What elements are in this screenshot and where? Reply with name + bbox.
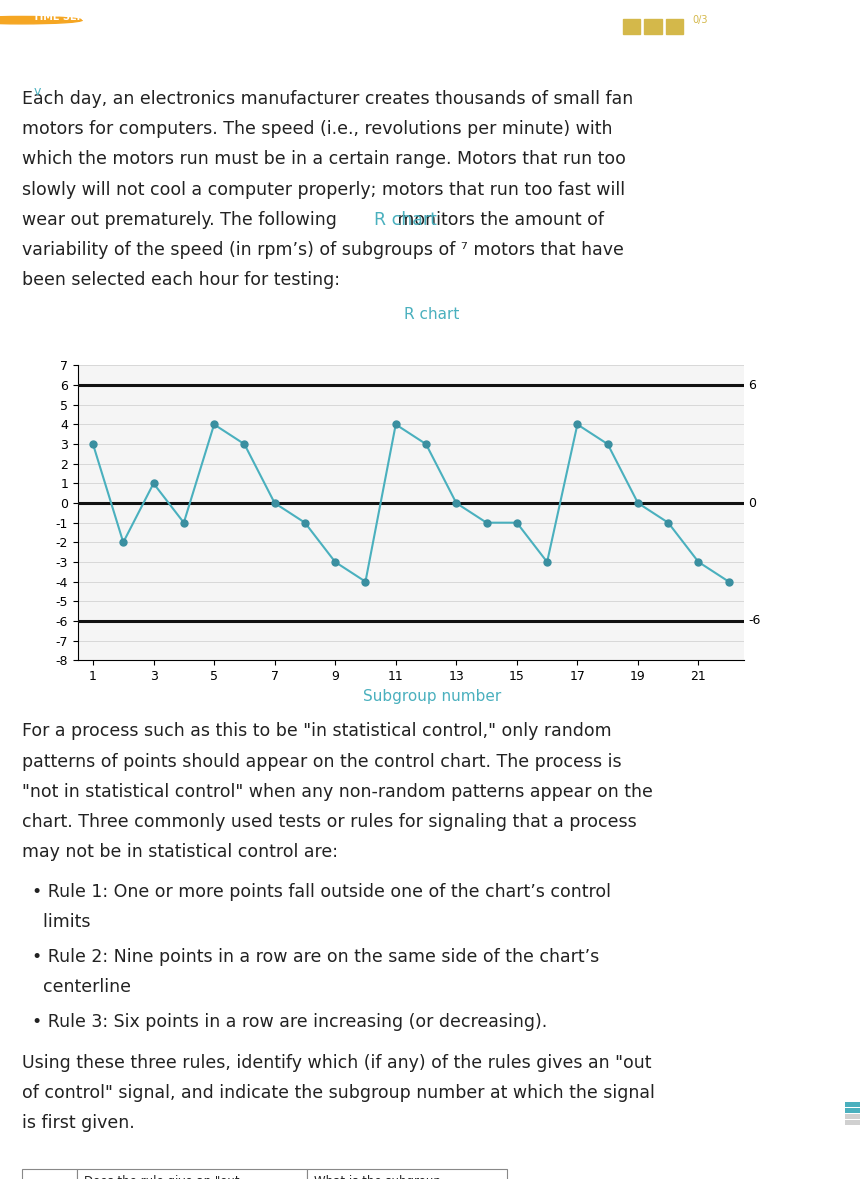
Text: v: v (34, 85, 41, 98)
Text: patterns of points should appear on the control chart. The process is: patterns of points should appear on the … (22, 752, 622, 771)
Text: 0/3: 0/3 (692, 15, 708, 25)
Bar (644, 19, 662, 34)
Point (450, 494, 464, 513)
Text: "not in statistical control" when any non-random patterns appear on the: "not in statistical control" when any no… (22, 783, 653, 801)
Text: What is the subgroup
number at which the
signal is first given?: What is the subgroup number at which the… (314, 1175, 441, 1179)
Text: -6: -6 (748, 614, 760, 627)
Bar (666, 19, 683, 34)
Text: Does the rule give an "out
of control" signal? (Check
the box that applies): Does the rule give an "out of control" s… (84, 1175, 240, 1179)
Text: chart. Three commonly used tests or rules for signaling that a process: chart. Three commonly used tests or rule… (22, 812, 637, 831)
Point (540, 553, 554, 572)
Text: limits: limits (32, 913, 91, 931)
Text: variability of the speed (in rpm’s) of subgroups of ⁷ motors that have: variability of the speed (in rpm’s) of s… (22, 241, 624, 258)
Text: of control" signal, and indicate the subgroup number at which the signal: of control" signal, and indicate the sub… (22, 1084, 655, 1101)
Point (631, 494, 645, 513)
Point (146, 474, 160, 493)
Text: Each day, an electronics manufacturer creates thousands of small fan: Each day, an electronics manufacturer cr… (22, 90, 633, 108)
Point (479, 513, 493, 532)
Point (298, 513, 311, 532)
Point (692, 553, 706, 572)
Point (86, 435, 99, 454)
Text: Using these three rules, identify which (if any) of the rules gives an "out: Using these three rules, identify which … (22, 1054, 651, 1072)
Text: R chart: R chart (404, 307, 459, 322)
Text: may not be in statistical control are:: may not be in statistical control are: (22, 843, 338, 861)
Point (721, 572, 735, 591)
Point (571, 415, 585, 434)
Text: TIME SERIES AND QUALITY CONTROL: TIME SERIES AND QUALITY CONTROL (33, 12, 234, 21)
Point (268, 494, 282, 513)
Text: been selected each hour for testing:: been selected each hour for testing: (22, 271, 340, 289)
Bar (845, 1102, 860, 1107)
Point (388, 415, 402, 434)
Text: which the motors run must be in a certain range. Motors that run too: which the motors run must be in a certai… (22, 151, 626, 169)
Point (510, 513, 524, 532)
Text: 0: 0 (748, 496, 756, 509)
Point (600, 435, 614, 454)
Text: • Rule 2: Nine points in a row are on the same side of the chart’s: • Rule 2: Nine points in a row are on th… (32, 948, 599, 967)
Text: centerline: centerline (32, 979, 131, 996)
Bar (845, 1120, 860, 1125)
Bar (845, 1114, 860, 1119)
Point (358, 572, 372, 591)
Bar (22, 1168, 77, 1179)
Point (419, 435, 432, 454)
Point (177, 513, 191, 532)
Text: For a process such as this to be "in statistical control," only random: For a process such as this to be "in sta… (22, 723, 612, 740)
Text: Interpreting a control chart: Interpreting a control chart (33, 28, 184, 38)
Point (328, 553, 342, 572)
Text: • Rule 3: Six points in a row are increasing (or decreasing).: • Rule 3: Six points in a row are increa… (32, 1014, 548, 1032)
Bar (77, 1168, 307, 1179)
Circle shape (0, 17, 82, 24)
Point (662, 513, 676, 532)
Text: wear out prematurely. The following           monitors the amount of: wear out prematurely. The following moni… (22, 211, 604, 229)
Text: is first given.: is first given. (22, 1114, 135, 1132)
Text: slowly will not cool a computer properly; motors that run too fast will: slowly will not cool a computer properly… (22, 180, 625, 198)
Point (237, 435, 251, 454)
Text: 6: 6 (748, 378, 756, 391)
Text: • Rule 1: One or more points fall outside one of the chart’s control: • Rule 1: One or more points fall outsid… (32, 883, 611, 901)
Bar (845, 1108, 860, 1113)
Bar (623, 19, 640, 34)
Point (116, 533, 130, 552)
Text: R chart: R chart (374, 211, 437, 229)
Text: motors for computers. The speed (i.e., revolutions per minute) with: motors for computers. The speed (i.e., r… (22, 120, 612, 138)
Text: Subgroup number: Subgroup number (363, 690, 501, 704)
Bar (307, 1168, 507, 1179)
Point (208, 415, 221, 434)
